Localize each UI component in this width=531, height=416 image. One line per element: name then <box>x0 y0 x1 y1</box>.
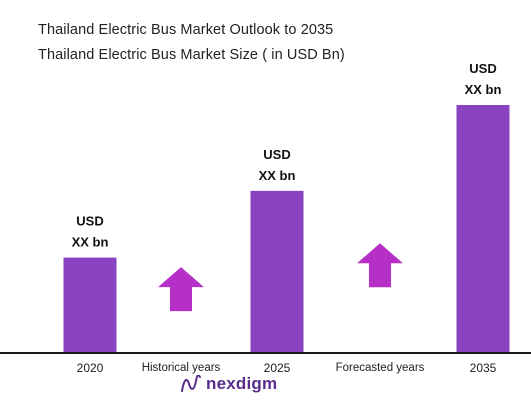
nexdigm-logo-icon <box>181 375 201 392</box>
value-label-2020-currency: USD <box>76 214 103 229</box>
x-tick-label-2035: 2035 <box>470 361 497 375</box>
period-label-historical: Historical years <box>142 362 221 374</box>
growth-arrow-icon <box>357 243 403 288</box>
brand-logo: nexdigm <box>180 374 277 394</box>
arrow-group <box>158 243 403 312</box>
x-tick-label-2025: 2025 <box>264 361 291 375</box>
growth-arrow-icon <box>158 267 204 312</box>
bar-2025 <box>250 190 304 353</box>
period-label-forecasted: Forecasted years <box>336 362 425 374</box>
value-label-2035-amount: XX bn <box>465 82 502 97</box>
value-label-2025-currency: USD <box>263 147 290 162</box>
bar-2020 <box>63 257 117 353</box>
chart-subtitle: Thailand Electric Bus Market Size ( in U… <box>38 47 345 63</box>
brand-name: nexdigm <box>206 374 278 393</box>
bar-2035 <box>456 105 510 353</box>
bar-group <box>63 105 510 353</box>
chart-title: Thailand Electric Bus Market Outlook to … <box>38 22 334 38</box>
value-label-2035-currency: USD <box>469 61 496 76</box>
x-tick-label-2020: 2020 <box>77 361 104 375</box>
value-label-2025-amount: XX bn <box>259 168 296 183</box>
label-group: USD XX bn 2020 USD XX bn 2025 USD XX bn 2035 Hist… <box>72 61 502 375</box>
value-label-2020-amount: XX bn <box>72 235 109 250</box>
